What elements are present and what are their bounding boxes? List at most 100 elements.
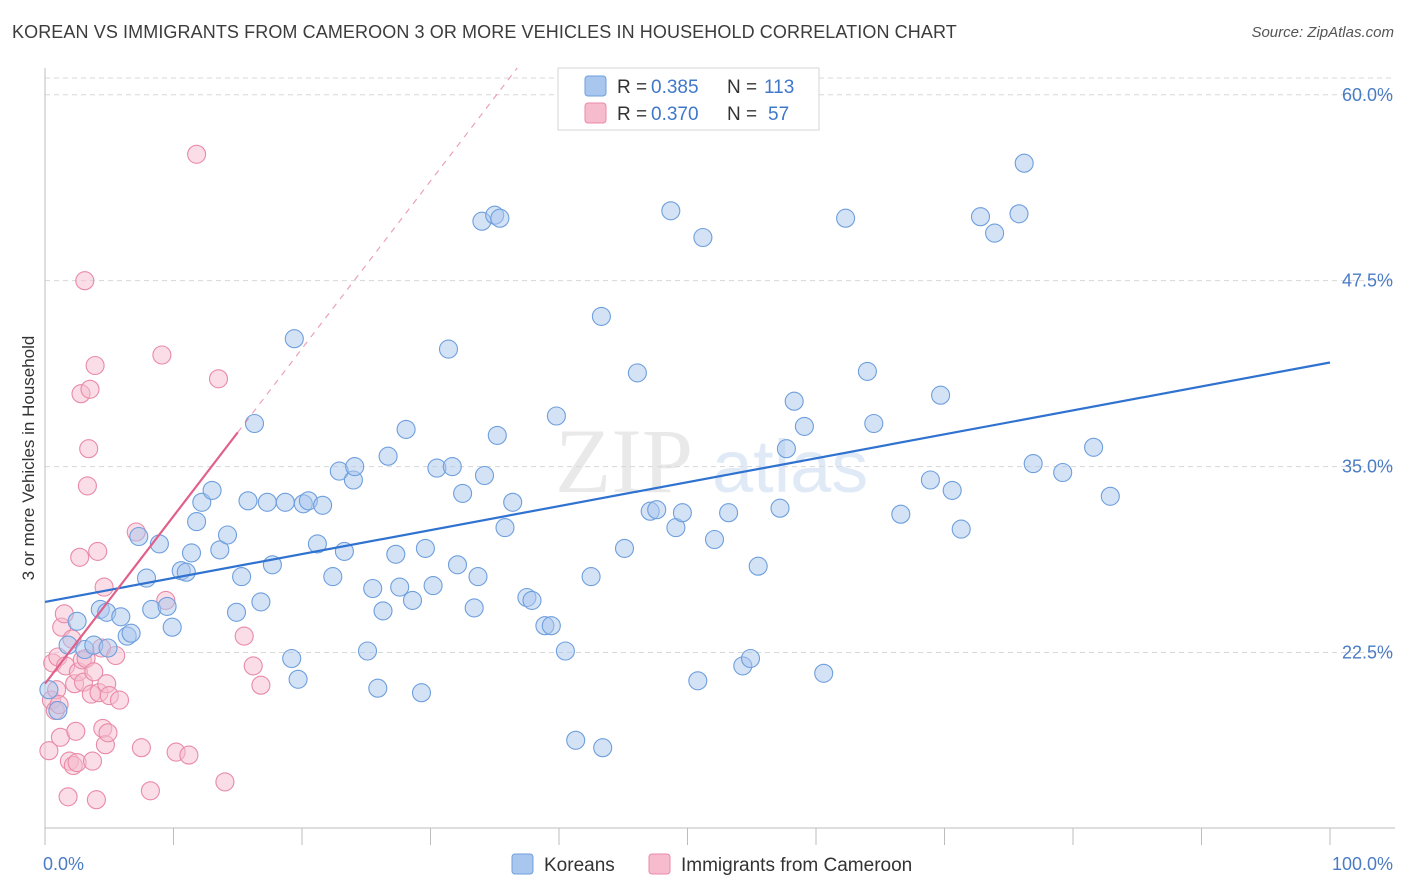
gridlines bbox=[45, 77, 1395, 654]
y-axis-tick-labels: 22.5% 35.0% 47.5% 60.0% bbox=[1342, 85, 1393, 663]
korean-point bbox=[39, 680, 59, 700]
korean-point bbox=[503, 492, 523, 512]
korean-point bbox=[202, 480, 222, 500]
cameroon-point bbox=[84, 662, 104, 682]
korean-point bbox=[162, 617, 182, 637]
korean-point bbox=[275, 492, 295, 512]
cameroon-trend-line bbox=[44, 431, 239, 685]
cameroon-point bbox=[98, 723, 118, 743]
y-tick-label: 60.0% bbox=[1342, 85, 1393, 105]
korean-point bbox=[814, 663, 834, 683]
korean-point bbox=[614, 538, 635, 558]
korean-point bbox=[48, 700, 68, 721]
korean-point bbox=[238, 491, 258, 511]
cameroon-point bbox=[88, 541, 108, 561]
korean-point bbox=[1014, 153, 1034, 173]
x-tick-label-min: 0.0% bbox=[43, 854, 84, 874]
korean-point bbox=[323, 567, 343, 587]
korean-point bbox=[313, 495, 333, 515]
korean-point bbox=[357, 641, 378, 661]
korean-point bbox=[522, 590, 542, 610]
korean-point bbox=[794, 416, 814, 436]
korean-point bbox=[67, 611, 87, 631]
y-tick-label: 35.0% bbox=[1342, 457, 1393, 477]
cameroon-points bbox=[39, 144, 271, 810]
korean-point bbox=[447, 555, 468, 575]
korean-point bbox=[232, 567, 252, 587]
korean-point bbox=[704, 529, 725, 550]
korean-point bbox=[693, 227, 713, 248]
korean-point bbox=[490, 208, 510, 228]
korean-point bbox=[111, 607, 131, 627]
korean-point bbox=[627, 363, 647, 383]
korean-point bbox=[396, 419, 416, 439]
korean-point bbox=[363, 578, 383, 599]
cameroon-point bbox=[109, 690, 130, 710]
trend-lines bbox=[44, 67, 1331, 685]
korean-point bbox=[423, 576, 443, 596]
korean-point bbox=[719, 503, 739, 523]
korean-point bbox=[464, 598, 484, 618]
cameroon-point bbox=[82, 751, 103, 771]
cameroon-point bbox=[86, 790, 106, 810]
korean-point bbox=[1084, 437, 1104, 457]
korean-point bbox=[784, 391, 804, 411]
legend-cameroon-n-label: N = bbox=[727, 104, 757, 125]
korean-point bbox=[244, 413, 265, 434]
korean-point bbox=[307, 534, 327, 554]
korean-point bbox=[415, 538, 435, 558]
watermark-zip: ZIP bbox=[555, 410, 693, 512]
korean-point bbox=[647, 500, 667, 520]
korean-point bbox=[920, 470, 940, 490]
bottom-legend-cameroon-swatch bbox=[648, 853, 671, 875]
korean-point bbox=[951, 519, 971, 539]
korean-trend-line bbox=[44, 361, 1331, 604]
legend-cameroon-n-value: 57 bbox=[768, 104, 789, 125]
legend-korean-swatch bbox=[584, 75, 607, 97]
korean-points bbox=[39, 153, 1120, 758]
korean-point bbox=[176, 562, 196, 582]
y-tick-label: 22.5% bbox=[1342, 643, 1393, 663]
bottom-legend: Koreans Immigrants from Cameroon bbox=[511, 853, 912, 876]
korean-point bbox=[257, 492, 277, 512]
cameroon-point bbox=[85, 355, 105, 376]
cameroon-point bbox=[39, 741, 59, 761]
korean-point bbox=[857, 361, 877, 381]
korean-point bbox=[157, 596, 177, 616]
korean-point bbox=[121, 623, 141, 643]
korean-point bbox=[411, 683, 432, 703]
cameroon-point bbox=[79, 439, 99, 459]
cameroon-point bbox=[179, 745, 199, 765]
korean-point bbox=[217, 525, 238, 545]
chart-title: KOREAN VS IMMIGRANTS FROM CAMEROON 3 OR … bbox=[12, 22, 957, 42]
korean-point bbox=[748, 556, 768, 576]
watermark: ZIP atlas bbox=[555, 410, 868, 512]
korean-point bbox=[1100, 486, 1120, 506]
korean-point bbox=[891, 504, 911, 524]
korean-point bbox=[378, 446, 398, 466]
korean-point bbox=[931, 385, 951, 405]
korean-point bbox=[226, 602, 247, 622]
korean-point bbox=[187, 512, 207, 532]
korean-point bbox=[368, 678, 388, 698]
cameroon-point bbox=[80, 379, 100, 399]
korean-point bbox=[593, 738, 613, 758]
legend-cameroon-r-label: R = bbox=[617, 104, 647, 125]
legend-korean-n-value: 113 bbox=[764, 77, 794, 98]
chart-source: Source: ZipAtlas.com bbox=[1251, 24, 1394, 41]
korean-point bbox=[688, 671, 708, 691]
korean-point bbox=[210, 540, 230, 560]
korean-point bbox=[942, 480, 962, 500]
cameroon-point bbox=[94, 577, 114, 597]
korean-point bbox=[661, 201, 681, 221]
korean-point bbox=[495, 518, 515, 538]
cameroon-trend-extension bbox=[237, 67, 518, 433]
korean-point bbox=[864, 413, 884, 434]
legend-cameroon-swatch bbox=[584, 102, 607, 124]
cameroon-point bbox=[140, 781, 160, 801]
korean-point bbox=[390, 577, 410, 597]
korean-point bbox=[98, 638, 118, 658]
korean-point bbox=[402, 590, 423, 610]
korean-point bbox=[142, 599, 162, 619]
